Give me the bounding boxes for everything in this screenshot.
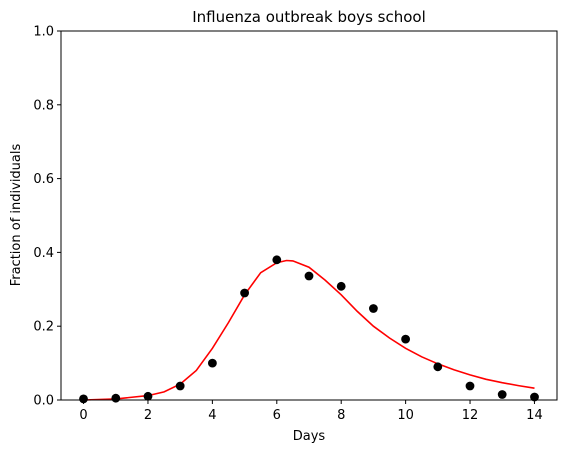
y-tick-label: 0.2 (33, 320, 54, 335)
y-tick-label: 1.0 (33, 25, 54, 40)
data-point (272, 255, 282, 265)
data-point (304, 271, 314, 281)
data-point (465, 381, 475, 391)
data-point (208, 358, 217, 368)
data-point (336, 281, 346, 291)
x-tick-label: 14 (526, 408, 543, 423)
data-point (497, 390, 507, 399)
y-tick-label: 0.8 (33, 98, 54, 113)
plot-area (79, 255, 539, 404)
y-tick-label: 0.0 (33, 394, 54, 409)
x-tick-label: 12 (462, 408, 479, 423)
chart-title: Influenza outbreak boys school (192, 8, 426, 26)
data-point (79, 394, 88, 404)
plot-frame (60, 30, 558, 401)
y-tick-label: 0.6 (33, 172, 54, 187)
y-tick-label: 0.4 (33, 246, 54, 261)
x-tick-label: 4 (208, 408, 216, 423)
y-axis-label: Fraction of individuals (9, 144, 24, 287)
data-point (369, 304, 378, 313)
data-point (433, 362, 443, 372)
data-point (111, 393, 121, 403)
data-point (401, 334, 410, 344)
x-tick-label: 2 (144, 408, 152, 423)
data-point (143, 391, 153, 401)
x-tick-label: 0 (79, 408, 87, 423)
x-axis-label: Days (293, 429, 326, 444)
x-tick-label: 8 (337, 408, 345, 423)
x-axis: 0 2 4 6 8 10 12 14 (79, 400, 543, 423)
data-point (240, 288, 250, 298)
fitted-curve-line (83, 259, 535, 401)
x-tick-label: 6 (273, 408, 281, 423)
y-axis: 0.0 0.2 0.4 0.6 0.8 1.0 (33, 25, 61, 409)
x-tick-label: 10 (397, 408, 414, 423)
data-point (530, 392, 539, 402)
data-point (175, 381, 185, 391)
